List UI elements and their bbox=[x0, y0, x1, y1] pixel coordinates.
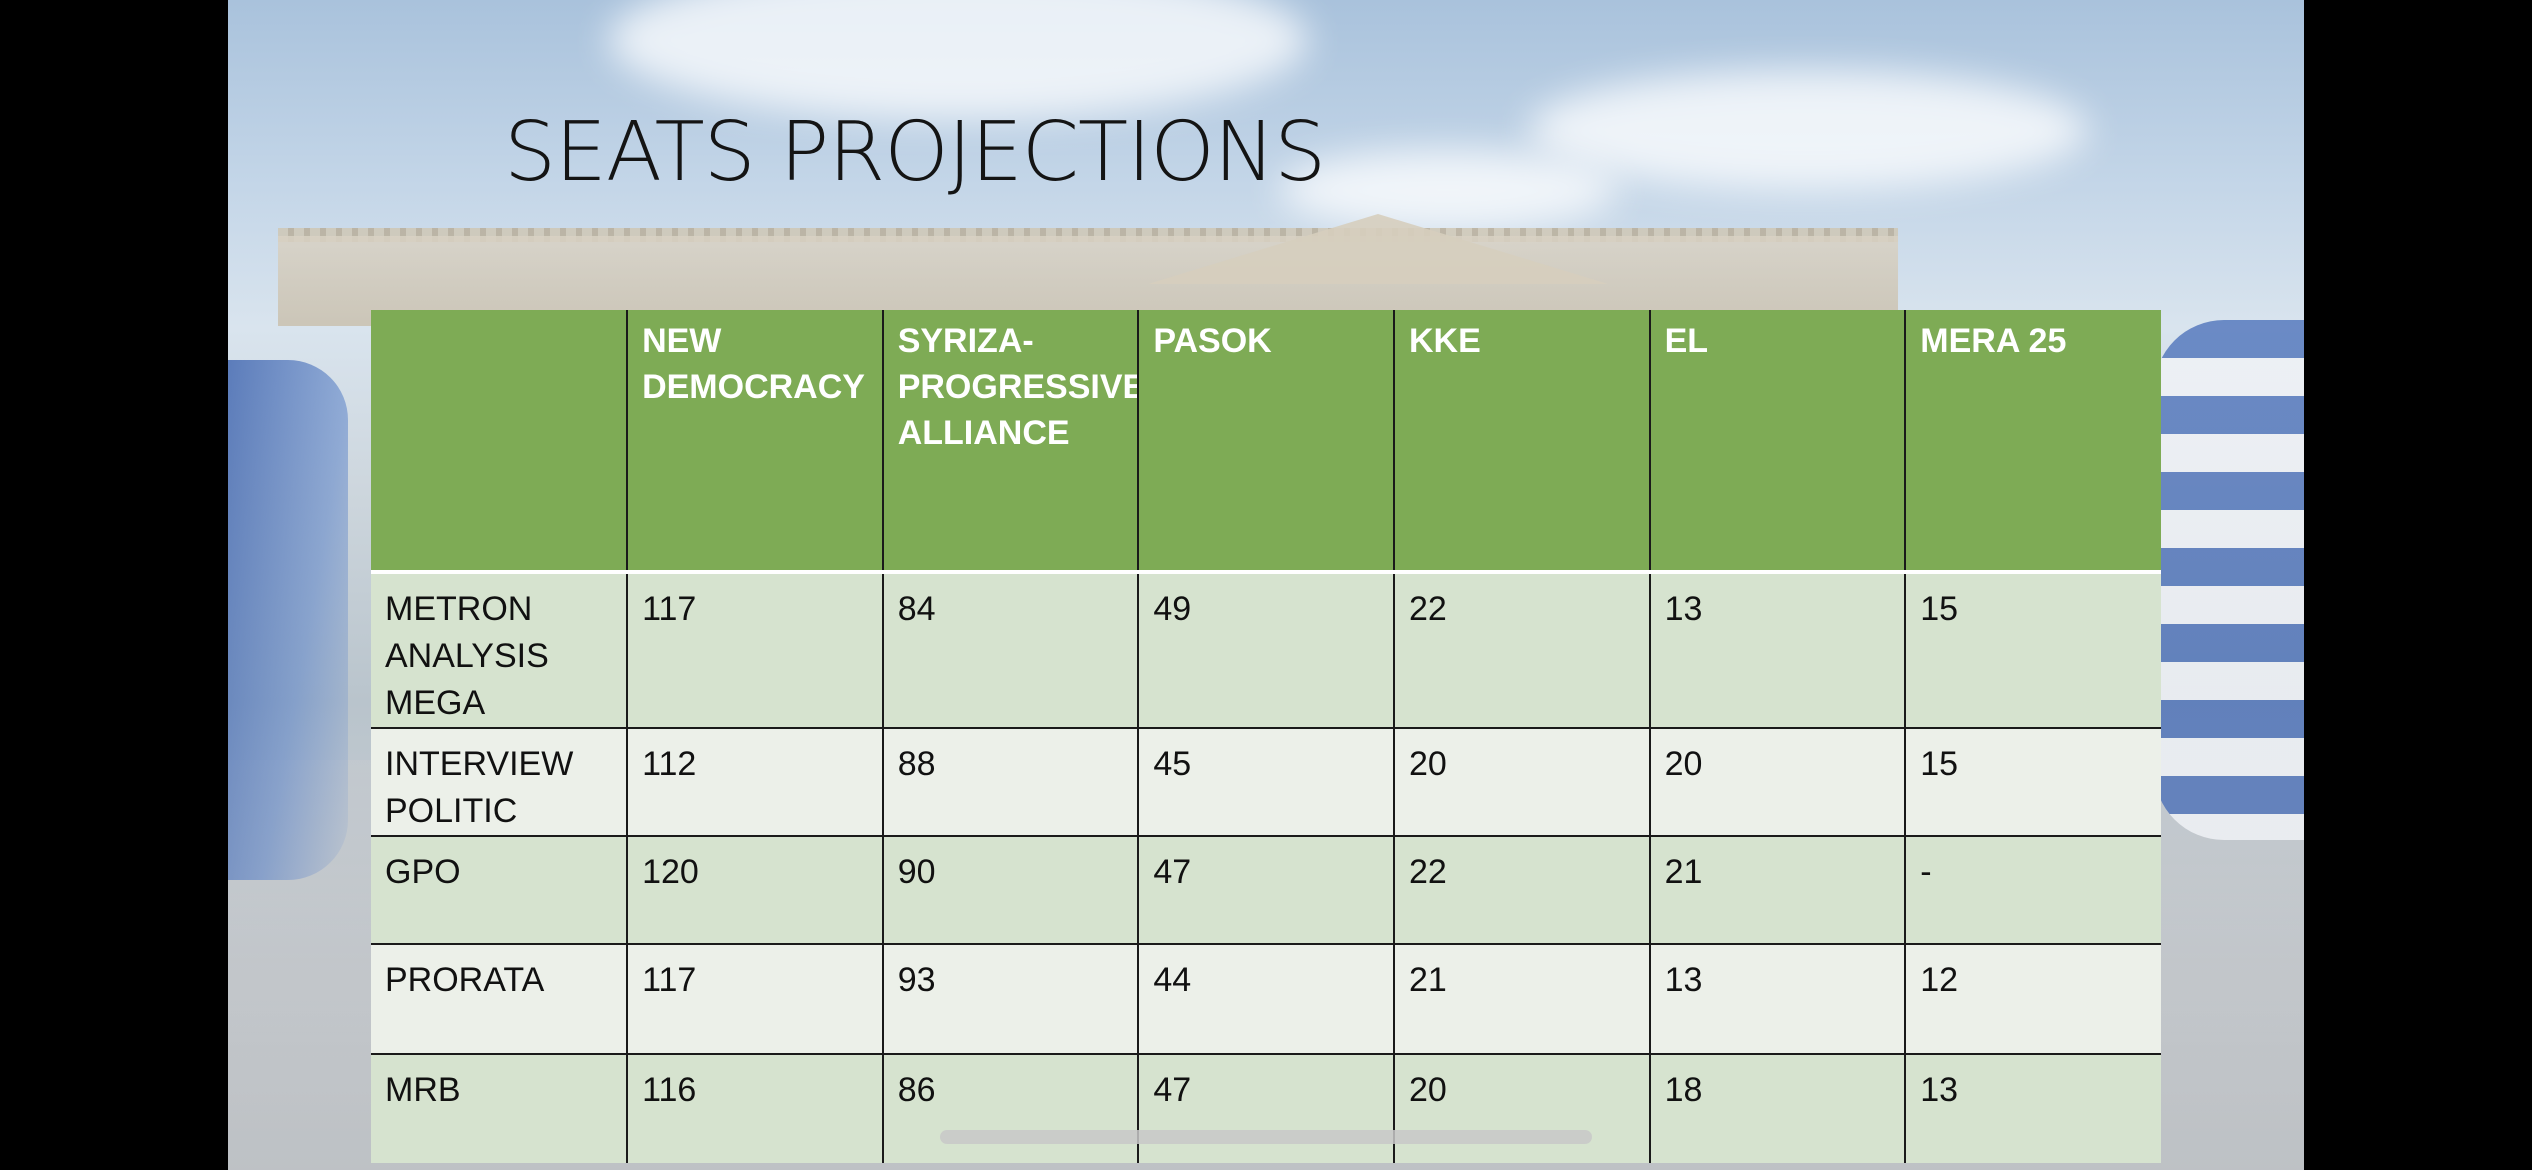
background-cloud bbox=[608, 0, 1308, 120]
seat-value-cell: - bbox=[1904, 834, 2161, 944]
seat-value-cell: 88 bbox=[881, 726, 1139, 836]
seat-value-cell: 112 bbox=[626, 726, 883, 836]
seat-value-cell: 49 bbox=[1137, 572, 1394, 728]
seat-value-cell: 117 bbox=[626, 572, 883, 728]
seat-value-cell: 22 bbox=[1392, 572, 1650, 728]
seat-value-cell: 120 bbox=[626, 834, 883, 944]
background-parliament-pediment bbox=[1148, 214, 1608, 284]
table-row: METRON ANALYSIS MEGA 117 84 49 22 13 15 bbox=[371, 572, 2161, 728]
seat-value-cell: 22 bbox=[1392, 834, 1650, 944]
seat-value-cell: 20 bbox=[1392, 1052, 1650, 1163]
seat-value-cell: 13 bbox=[1904, 1052, 2161, 1163]
home-indicator-bar[interactable] bbox=[940, 1130, 1592, 1144]
seat-value-cell: 47 bbox=[1137, 834, 1394, 944]
seat-value-cell: 117 bbox=[626, 942, 883, 1054]
seat-value-cell: 12 bbox=[1904, 942, 2161, 1054]
seat-value-cell: 90 bbox=[881, 834, 1139, 944]
header-corner-cell bbox=[371, 310, 628, 574]
seat-value-cell: 20 bbox=[1392, 726, 1650, 836]
seat-value-cell: 13 bbox=[1648, 942, 1906, 1054]
seat-value-cell: 45 bbox=[1137, 726, 1394, 836]
table-header-row: NEW DEMOCRACY SYRIZA-PROGRESSIVE ALLIANC… bbox=[371, 310, 2161, 574]
seat-value-cell: 93 bbox=[881, 942, 1139, 1054]
seats-projection-table: NEW DEMOCRACY SYRIZA-PROGRESSIVE ALLIANC… bbox=[371, 310, 2161, 1163]
column-header: SYRIZA-PROGRESSIVE ALLIANCE bbox=[881, 310, 1139, 574]
table-row: MRB 116 86 47 20 18 13 bbox=[371, 1052, 2161, 1163]
column-header: KKE bbox=[1392, 310, 1650, 574]
pollster-cell: PRORATA bbox=[371, 942, 628, 1054]
pollster-cell: MRB bbox=[371, 1052, 628, 1163]
seat-value-cell: 44 bbox=[1137, 942, 1394, 1054]
seat-value-cell: 15 bbox=[1904, 572, 2161, 728]
seat-value-cell: 18 bbox=[1648, 1052, 1906, 1163]
slide-title: SEATS PROJECTIONS bbox=[504, 105, 1326, 200]
column-header: MERA 25 bbox=[1904, 310, 2161, 574]
seat-value-cell: 84 bbox=[881, 572, 1139, 728]
seat-value-cell: 116 bbox=[626, 1052, 883, 1163]
background-greek-flag bbox=[2154, 320, 2304, 840]
background-flag-left bbox=[228, 360, 348, 880]
seat-value-cell: 86 bbox=[881, 1052, 1139, 1163]
seat-value-cell: 47 bbox=[1137, 1052, 1394, 1163]
table-row: INTERVIEW POLITIC 112 88 45 20 20 15 bbox=[371, 726, 2161, 836]
column-header: EL bbox=[1648, 310, 1906, 574]
column-header: PASOK bbox=[1137, 310, 1394, 574]
seat-value-cell: 21 bbox=[1392, 942, 1650, 1054]
table-row: GPO 120 90 47 22 21 - bbox=[371, 834, 2161, 944]
pollster-cell: METRON ANALYSIS MEGA bbox=[371, 572, 628, 728]
pollster-cell: INTERVIEW POLITIC bbox=[371, 726, 628, 836]
seat-value-cell: 21 bbox=[1648, 834, 1906, 944]
pollster-cell: GPO bbox=[371, 834, 628, 944]
table-row: PRORATA 117 93 44 21 13 12 bbox=[371, 942, 2161, 1054]
background-cloud bbox=[1528, 70, 2088, 190]
seat-value-cell: 20 bbox=[1648, 726, 1906, 836]
seat-value-cell: 15 bbox=[1904, 726, 2161, 836]
column-header: NEW DEMOCRACY bbox=[626, 310, 883, 574]
seat-value-cell: 13 bbox=[1648, 572, 1906, 728]
